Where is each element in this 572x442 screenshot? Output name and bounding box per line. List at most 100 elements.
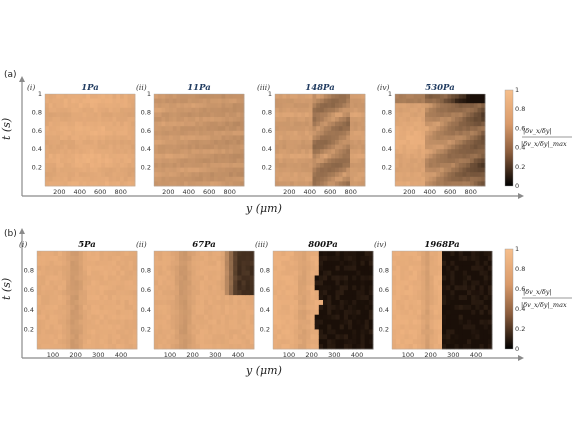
heatmap-cell bbox=[62, 304, 67, 311]
heatmap-cell bbox=[240, 126, 245, 132]
heatmap-cell bbox=[166, 275, 172, 281]
heatmap-cell bbox=[318, 309, 324, 316]
heatmap-cell bbox=[406, 117, 411, 122]
heatmap-cell bbox=[158, 334, 163, 340]
heatmap-cell bbox=[49, 275, 55, 281]
heatmap-cell bbox=[301, 107, 306, 113]
heatmap-cell bbox=[87, 275, 92, 281]
heatmap-cell bbox=[462, 172, 467, 178]
heatmap-cell bbox=[154, 181, 159, 187]
heatmap-cell bbox=[183, 309, 188, 316]
heatmap-cell bbox=[308, 135, 313, 141]
heatmap-cell bbox=[454, 334, 460, 340]
heatmap-cell bbox=[101, 163, 106, 168]
heatmap-cell bbox=[240, 176, 245, 182]
heatmap-cell bbox=[124, 319, 130, 325]
heatmap-cell bbox=[158, 251, 163, 257]
heatmap-cell bbox=[195, 163, 200, 168]
heatmap-cell bbox=[417, 309, 422, 316]
heatmap-cell bbox=[466, 98, 471, 104]
heatmap-cell bbox=[82, 158, 87, 164]
heatmap-cell bbox=[353, 103, 358, 109]
heatmap-cell bbox=[236, 167, 241, 173]
heatmap-cell bbox=[392, 285, 397, 291]
heatmap-cell bbox=[75, 135, 80, 141]
heatmap-cell bbox=[360, 319, 366, 325]
heatmap-cell bbox=[352, 270, 357, 276]
heatmap-cell bbox=[308, 107, 313, 113]
heatmap-cell bbox=[45, 304, 50, 311]
heatmap-cell bbox=[286, 126, 291, 132]
heatmap-cell bbox=[41, 304, 46, 311]
heatmap-cell bbox=[437, 304, 443, 311]
heatmap-cell bbox=[356, 255, 361, 262]
heatmap-cell bbox=[425, 324, 430, 330]
heatmap-cell bbox=[447, 135, 452, 141]
heatmap-cell bbox=[249, 334, 255, 340]
heatmap-cell bbox=[199, 112, 204, 118]
row-b-label: (b) bbox=[4, 229, 17, 239]
heatmap-cell bbox=[361, 107, 366, 113]
heatmap-cell bbox=[440, 130, 445, 136]
heatmap-cell bbox=[41, 324, 46, 330]
heatmap-cell bbox=[191, 270, 197, 276]
panel-roman: (iii) bbox=[255, 240, 268, 249]
heatmap-cell bbox=[443, 158, 448, 164]
heatmap-cell bbox=[285, 295, 291, 301]
heatmap-cell bbox=[308, 163, 313, 168]
heatmap-cell bbox=[107, 255, 113, 262]
heatmap-cell bbox=[120, 144, 125, 150]
heatmap-cell bbox=[214, 107, 219, 113]
heatmap-cell bbox=[71, 149, 76, 155]
heatmap-cell bbox=[314, 309, 320, 316]
heatmap-cell bbox=[417, 344, 422, 350]
heatmap-cell bbox=[289, 280, 295, 286]
heatmap-cell bbox=[290, 107, 295, 113]
heatmap-cell bbox=[37, 270, 42, 276]
heatmap-cell bbox=[128, 344, 134, 350]
heatmap-cell bbox=[184, 135, 189, 141]
heatmap-cell bbox=[217, 112, 222, 118]
heatmap-cell bbox=[310, 344, 316, 350]
heatmap-cell bbox=[107, 300, 113, 306]
ytick-label: 0.8 bbox=[262, 108, 272, 116]
heatmap-cell bbox=[437, 280, 443, 286]
heatmap-cell bbox=[306, 329, 311, 335]
heatmap-cell bbox=[462, 344, 468, 350]
heatmap-cell bbox=[71, 158, 76, 164]
heatmap-cell bbox=[116, 112, 121, 118]
heatmap-cell bbox=[229, 94, 234, 99]
heatmap-cell bbox=[233, 309, 238, 316]
heatmap-cell bbox=[225, 130, 230, 136]
heatmap-cell bbox=[436, 144, 441, 150]
heatmap-cell bbox=[41, 334, 46, 340]
heatmap-cell bbox=[335, 126, 340, 132]
heatmap-cell bbox=[425, 144, 430, 150]
heatmap-cell bbox=[402, 140, 407, 145]
heatmap-cell bbox=[180, 130, 185, 136]
heatmap-cell bbox=[402, 153, 407, 159]
heatmap-cell bbox=[451, 163, 456, 168]
heatmap-cell bbox=[285, 300, 291, 306]
heatmap-cell bbox=[95, 255, 100, 262]
heatmap-cell bbox=[352, 295, 357, 301]
heatmap-cell bbox=[346, 98, 351, 104]
heatmap-cell bbox=[221, 149, 226, 155]
heatmap-cell bbox=[116, 304, 121, 311]
heatmap-cell bbox=[417, 107, 422, 113]
heatmap-cell bbox=[70, 300, 75, 306]
heatmap-cell bbox=[466, 112, 471, 118]
heatmap-cell bbox=[45, 255, 50, 262]
heatmap-cell bbox=[174, 319, 180, 325]
heatmap-cell bbox=[343, 334, 349, 340]
heatmap-cell bbox=[199, 98, 204, 104]
heatmap-cell bbox=[107, 329, 113, 335]
heatmap-cell bbox=[221, 103, 226, 109]
heatmap-cell bbox=[49, 270, 55, 276]
heatmap-cell bbox=[199, 255, 205, 262]
heatmap-cell bbox=[442, 344, 447, 350]
heatmap-cell bbox=[233, 329, 238, 335]
heatmap-cell bbox=[195, 339, 201, 345]
heatmap-cell bbox=[165, 140, 170, 145]
